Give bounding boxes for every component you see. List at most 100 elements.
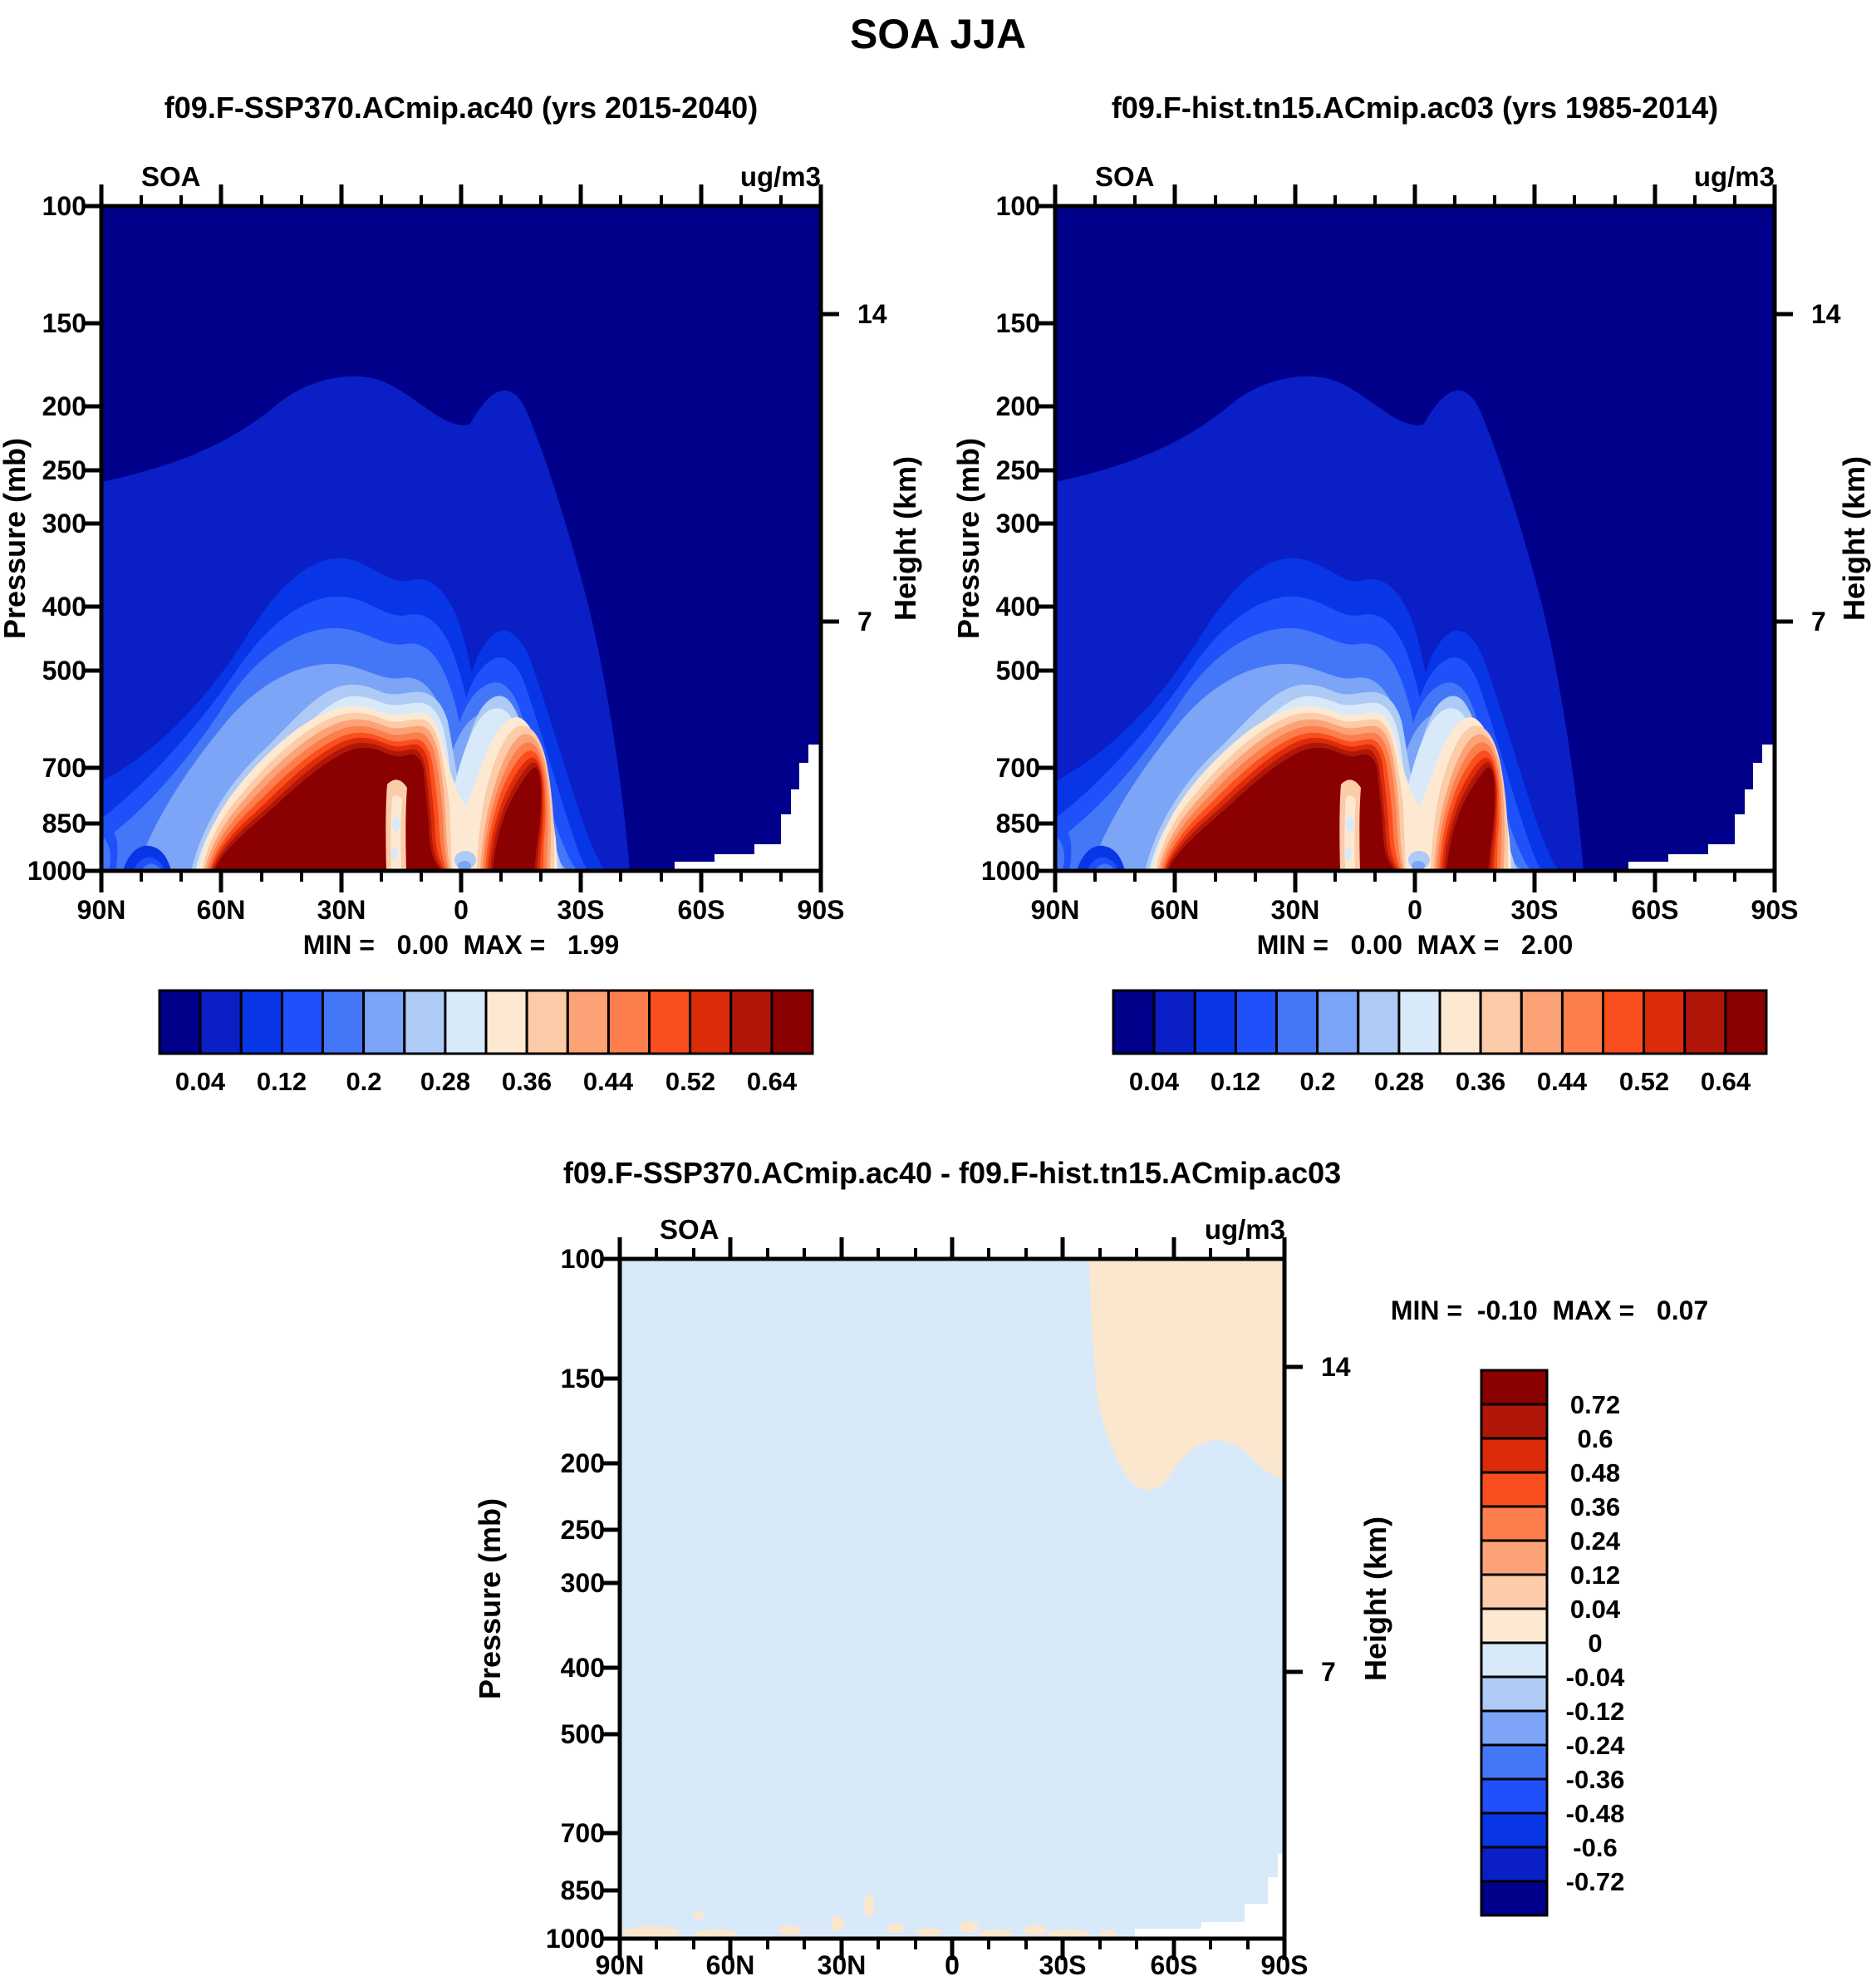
svg-text:0.6: 0.6 bbox=[1577, 1424, 1613, 1453]
svg-text:0: 0 bbox=[945, 1950, 960, 1980]
panel-ssp370-height-tick-labels: 14 7 bbox=[857, 299, 887, 637]
svg-text:0.2: 0.2 bbox=[346, 1067, 381, 1096]
svg-text:90S: 90S bbox=[1751, 895, 1799, 925]
svg-text:1000: 1000 bbox=[27, 856, 86, 886]
svg-text:30N: 30N bbox=[317, 895, 366, 925]
svg-text:-0.72: -0.72 bbox=[1566, 1867, 1625, 1896]
svg-text:400: 400 bbox=[996, 592, 1040, 622]
panel-diff-units-label: ug/m3 bbox=[1205, 1214, 1285, 1245]
svg-text:90N: 90N bbox=[77, 895, 126, 925]
svg-text:14: 14 bbox=[1811, 299, 1841, 329]
svg-text:150: 150 bbox=[996, 308, 1040, 338]
svg-text:0.48: 0.48 bbox=[1570, 1458, 1620, 1487]
panel-diff: f09.F-SSP370.ACmip.ac40 - f09.F-hist.tn1… bbox=[473, 1156, 1708, 1980]
panel-ssp370-pressure-tick-labels: 100 150 200 250 300 400 500 700 850 1000 bbox=[27, 191, 86, 886]
svg-text:90S: 90S bbox=[1261, 1950, 1309, 1980]
svg-text:100: 100 bbox=[561, 1244, 605, 1274]
svg-text:0.12: 0.12 bbox=[1211, 1067, 1260, 1096]
panel-diff-minmax: MIN = -0.10 MAX = 0.07 bbox=[1391, 1295, 1708, 1325]
svg-text:7: 7 bbox=[1811, 607, 1826, 637]
svg-text:0.12: 0.12 bbox=[1570, 1561, 1620, 1590]
panel-diff-lat-tick-labels: 90N 60N 30N 0 30S 60S 90S bbox=[596, 1950, 1309, 1980]
svg-text:200: 200 bbox=[561, 1448, 605, 1478]
panel-diff-height-tick-labels: 14 7 bbox=[1321, 1352, 1351, 1687]
svg-text:0.44: 0.44 bbox=[1537, 1067, 1588, 1096]
svg-text:0.64: 0.64 bbox=[747, 1067, 798, 1096]
svg-text:1000: 1000 bbox=[546, 1924, 605, 1954]
panel-ssp370-colorbar-labels: 0.04 0.12 0.2 0.28 0.36 0.44 0.52 0.64 bbox=[175, 1067, 798, 1096]
svg-text:700: 700 bbox=[561, 1818, 605, 1848]
svg-text:60N: 60N bbox=[706, 1950, 755, 1980]
svg-text:-0.04: -0.04 bbox=[1566, 1663, 1625, 1692]
svg-text:0.2: 0.2 bbox=[1299, 1067, 1335, 1096]
svg-text:-0.48: -0.48 bbox=[1566, 1799, 1625, 1828]
svg-text:14: 14 bbox=[857, 299, 887, 329]
svg-text:850: 850 bbox=[996, 809, 1040, 838]
svg-text:400: 400 bbox=[42, 592, 86, 622]
panel-hist-units-label: ug/m3 bbox=[1694, 161, 1775, 192]
panel-diff-pressure-tick-labels: 100 150 200 250 300 400 500 700 850 1000 bbox=[546, 1244, 605, 1954]
main-title: SOA JJA bbox=[850, 11, 1026, 57]
svg-text:-0.24: -0.24 bbox=[1566, 1731, 1625, 1760]
svg-text:60N: 60N bbox=[1151, 895, 1200, 925]
svg-text:60S: 60S bbox=[678, 895, 725, 925]
panel-ssp370-pressure-axis-title: Pressure (mb) bbox=[0, 438, 32, 639]
svg-text:0.28: 0.28 bbox=[420, 1067, 470, 1096]
svg-text:400: 400 bbox=[561, 1653, 605, 1683]
svg-text:0: 0 bbox=[454, 895, 469, 925]
svg-text:200: 200 bbox=[42, 391, 86, 421]
svg-text:150: 150 bbox=[42, 308, 86, 338]
panel-hist-pressure-tick-labels: 100 150 200 250 300 400 500 700 850 1000 bbox=[981, 191, 1040, 886]
svg-text:700: 700 bbox=[996, 753, 1040, 783]
axis-ticks-diff-panel bbox=[602, 1237, 1303, 1960]
diff-surface-speckles bbox=[621, 1894, 1117, 1938]
panel-ssp370-minmax: MIN = 0.00 MAX = 1.99 bbox=[303, 930, 620, 960]
svg-text:850: 850 bbox=[42, 809, 86, 838]
svg-text:90N: 90N bbox=[596, 1950, 645, 1980]
panel-diff-title: f09.F-SSP370.ACmip.ac40 - f09.F-hist.tn1… bbox=[563, 1156, 1341, 1190]
svg-text:60N: 60N bbox=[197, 895, 246, 925]
panel-hist-height-tick-labels: 14 7 bbox=[1811, 299, 1841, 637]
svg-text:100: 100 bbox=[42, 191, 86, 221]
svg-text:0.24: 0.24 bbox=[1570, 1526, 1621, 1556]
svg-text:300: 300 bbox=[561, 1568, 605, 1598]
svg-text:0.36: 0.36 bbox=[502, 1067, 552, 1096]
svg-text:0.36: 0.36 bbox=[1456, 1067, 1505, 1096]
panel-diff-var-label: SOA bbox=[660, 1214, 719, 1245]
panel-hist-var-label: SOA bbox=[1095, 161, 1155, 192]
svg-text:0.72: 0.72 bbox=[1570, 1390, 1620, 1419]
panel-hist-title: f09.F-hist.tn15.ACmip.ac03 (yrs 1985-201… bbox=[1112, 91, 1718, 125]
panel-diff-colorbar-labels: 0.72 0.6 0.48 0.36 0.24 0.12 0.04 0 -0.0… bbox=[1566, 1390, 1625, 1896]
svg-text:850: 850 bbox=[561, 1875, 605, 1905]
svg-text:0.04: 0.04 bbox=[175, 1067, 226, 1096]
svg-text:250: 250 bbox=[561, 1515, 605, 1545]
svg-text:1000: 1000 bbox=[981, 856, 1040, 886]
svg-text:300: 300 bbox=[996, 509, 1040, 538]
svg-text:60S: 60S bbox=[1151, 1950, 1198, 1980]
svg-text:250: 250 bbox=[996, 455, 1040, 485]
svg-text:0.52: 0.52 bbox=[1619, 1067, 1669, 1096]
svg-text:-0.12: -0.12 bbox=[1566, 1697, 1625, 1726]
panel-hist-lat-tick-labels: 90N 60N 30N 0 30S 60S 90S bbox=[1031, 895, 1799, 925]
svg-text:0.04: 0.04 bbox=[1570, 1595, 1621, 1624]
svg-text:30S: 30S bbox=[557, 895, 605, 925]
panel-hist-minmax: MIN = 0.00 MAX = 2.00 bbox=[1257, 930, 1574, 960]
panel-diff-pressure-axis-title: Pressure (mb) bbox=[473, 1498, 507, 1699]
svg-text:250: 250 bbox=[42, 455, 86, 485]
svg-text:0.36: 0.36 bbox=[1570, 1492, 1620, 1521]
contour-field-diff bbox=[620, 1259, 1284, 1939]
panel-ssp370-title: f09.F-SSP370.ACmip.ac40 (yrs 2015-2040) bbox=[165, 91, 758, 125]
svg-text:0.44: 0.44 bbox=[583, 1067, 634, 1096]
panel-hist-height-axis-title: Height (km) bbox=[1837, 456, 1871, 621]
svg-text:30S: 30S bbox=[1511, 895, 1559, 925]
svg-text:-0.36: -0.36 bbox=[1566, 1765, 1625, 1794]
svg-text:0.12: 0.12 bbox=[257, 1067, 307, 1096]
svg-text:300: 300 bbox=[42, 509, 86, 538]
panel-ssp370-units-label: ug/m3 bbox=[740, 161, 821, 192]
svg-text:90S: 90S bbox=[798, 895, 845, 925]
svg-text:0: 0 bbox=[1407, 895, 1422, 925]
svg-text:0.28: 0.28 bbox=[1374, 1067, 1424, 1096]
svg-text:500: 500 bbox=[561, 1719, 605, 1749]
